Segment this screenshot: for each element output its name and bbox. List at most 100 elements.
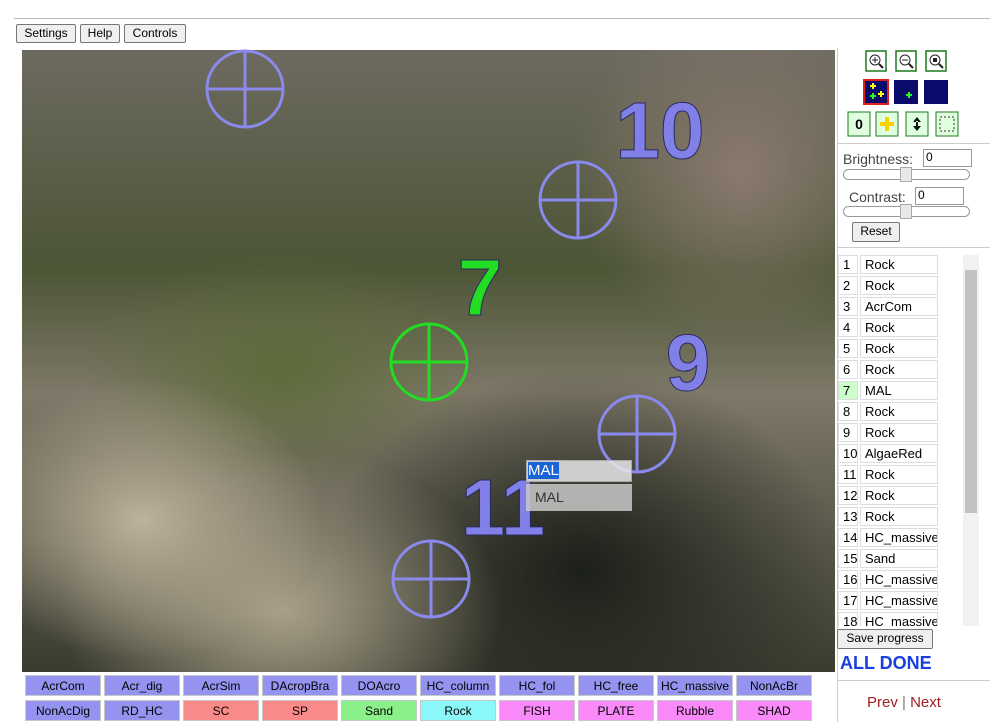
marker-label: 9 (666, 318, 711, 407)
point-number: 18 (838, 612, 858, 626)
point-number: 13 (838, 507, 858, 526)
point-label: Rock (860, 402, 938, 421)
label-button[interactable]: HC_massive (657, 675, 733, 696)
next-link[interactable]: Next (910, 694, 941, 711)
point-label: HC_massive (860, 528, 938, 547)
label-button[interactable]: HC_fol (499, 675, 575, 696)
brightness-label: Brightness: (843, 151, 913, 167)
tool-select[interactable] (936, 112, 958, 136)
point-label: HC_massive (860, 591, 938, 610)
contrast-slider[interactable] (843, 206, 970, 217)
label-button[interactable]: HC_free (578, 675, 654, 696)
point-label: Rock (860, 255, 938, 274)
label-button[interactable]: FISH (499, 700, 575, 721)
label-button[interactable]: PLATE (578, 700, 654, 721)
label-button[interactable]: AcrSim (183, 675, 259, 696)
marker[interactable] (207, 51, 283, 127)
point-number: 10 (838, 444, 858, 463)
point-label: AcrCom (860, 297, 938, 316)
label-button[interactable]: NonAcBr (736, 675, 812, 696)
point-number: 9 (838, 423, 858, 442)
marker-label: 7 (458, 243, 503, 332)
nav: Prev | Next (867, 694, 941, 711)
point-number: 16 (838, 570, 858, 589)
label-input[interactable]: MAL (526, 460, 632, 482)
brightness-input[interactable]: 0 (923, 149, 972, 167)
point-label: Rock (860, 465, 938, 484)
save-button[interactable]: Save progress (837, 629, 933, 649)
tool-cross[interactable] (876, 112, 898, 136)
point-number: 6 (838, 360, 858, 379)
divider (838, 680, 990, 681)
label-button[interactable]: SHAD (736, 700, 812, 721)
point-label: Rock (860, 339, 938, 358)
label-button[interactable]: Sand (341, 700, 417, 721)
marker-label: 10 (616, 86, 705, 175)
label-button[interactable]: RD_HC (104, 700, 180, 721)
point-label: Sand (860, 549, 938, 568)
zoom-in[interactable] (866, 51, 886, 71)
point-label: HC_massive (860, 612, 938, 626)
label-button[interactable]: NonAcDig (25, 700, 101, 721)
point-number: 5 (838, 339, 858, 358)
marker[interactable] (393, 541, 469, 617)
point-number: 3 (838, 297, 858, 316)
point-number: 17 (838, 591, 858, 610)
scrollbar[interactable] (963, 255, 979, 626)
dropdown-option[interactable]: MAL (526, 484, 632, 511)
label-button[interactable]: DOAcro (341, 675, 417, 696)
label-button[interactable]: SP (262, 700, 338, 721)
label-button[interactable]: HC_column (420, 675, 496, 696)
label-button[interactable]: Rubble (657, 700, 733, 721)
point-number: 15 (838, 549, 858, 568)
tool-move[interactable] (906, 112, 928, 136)
tool-add[interactable] (894, 80, 918, 104)
marker[interactable] (540, 162, 616, 238)
zoom-reset[interactable] (926, 51, 946, 71)
nav-separator: | (902, 694, 906, 711)
marker[interactable] (391, 324, 467, 400)
divider (838, 143, 990, 144)
tool-add-multi[interactable] (864, 80, 888, 104)
status: ALL DONE (840, 653, 932, 674)
point-label: Rock (860, 276, 938, 295)
prev-link[interactable]: Prev (867, 694, 898, 711)
point-label: Rock (860, 360, 938, 379)
point-number: 8 (838, 402, 858, 421)
point-label: Rock (860, 318, 938, 337)
point-number: 12 (838, 486, 858, 505)
label-button[interactable]: Rock (420, 700, 496, 721)
point-number: 7 (838, 381, 858, 400)
label-button[interactable]: DAcropBra (262, 675, 338, 696)
brightness-slider[interactable] (843, 169, 970, 180)
contrast-input[interactable]: 0 (915, 187, 964, 205)
point-number: 14 (838, 528, 858, 547)
point-label: Rock (860, 486, 938, 505)
tool-blank[interactable] (924, 80, 948, 104)
reset-button[interactable]: Reset (852, 222, 900, 242)
zoom-out[interactable] (896, 51, 916, 71)
label-button[interactable]: AcrCom (25, 675, 101, 696)
label-button[interactable]: SC (183, 700, 259, 721)
point-number: 1 (838, 255, 858, 274)
label-button[interactable]: Acr_dig (104, 675, 180, 696)
